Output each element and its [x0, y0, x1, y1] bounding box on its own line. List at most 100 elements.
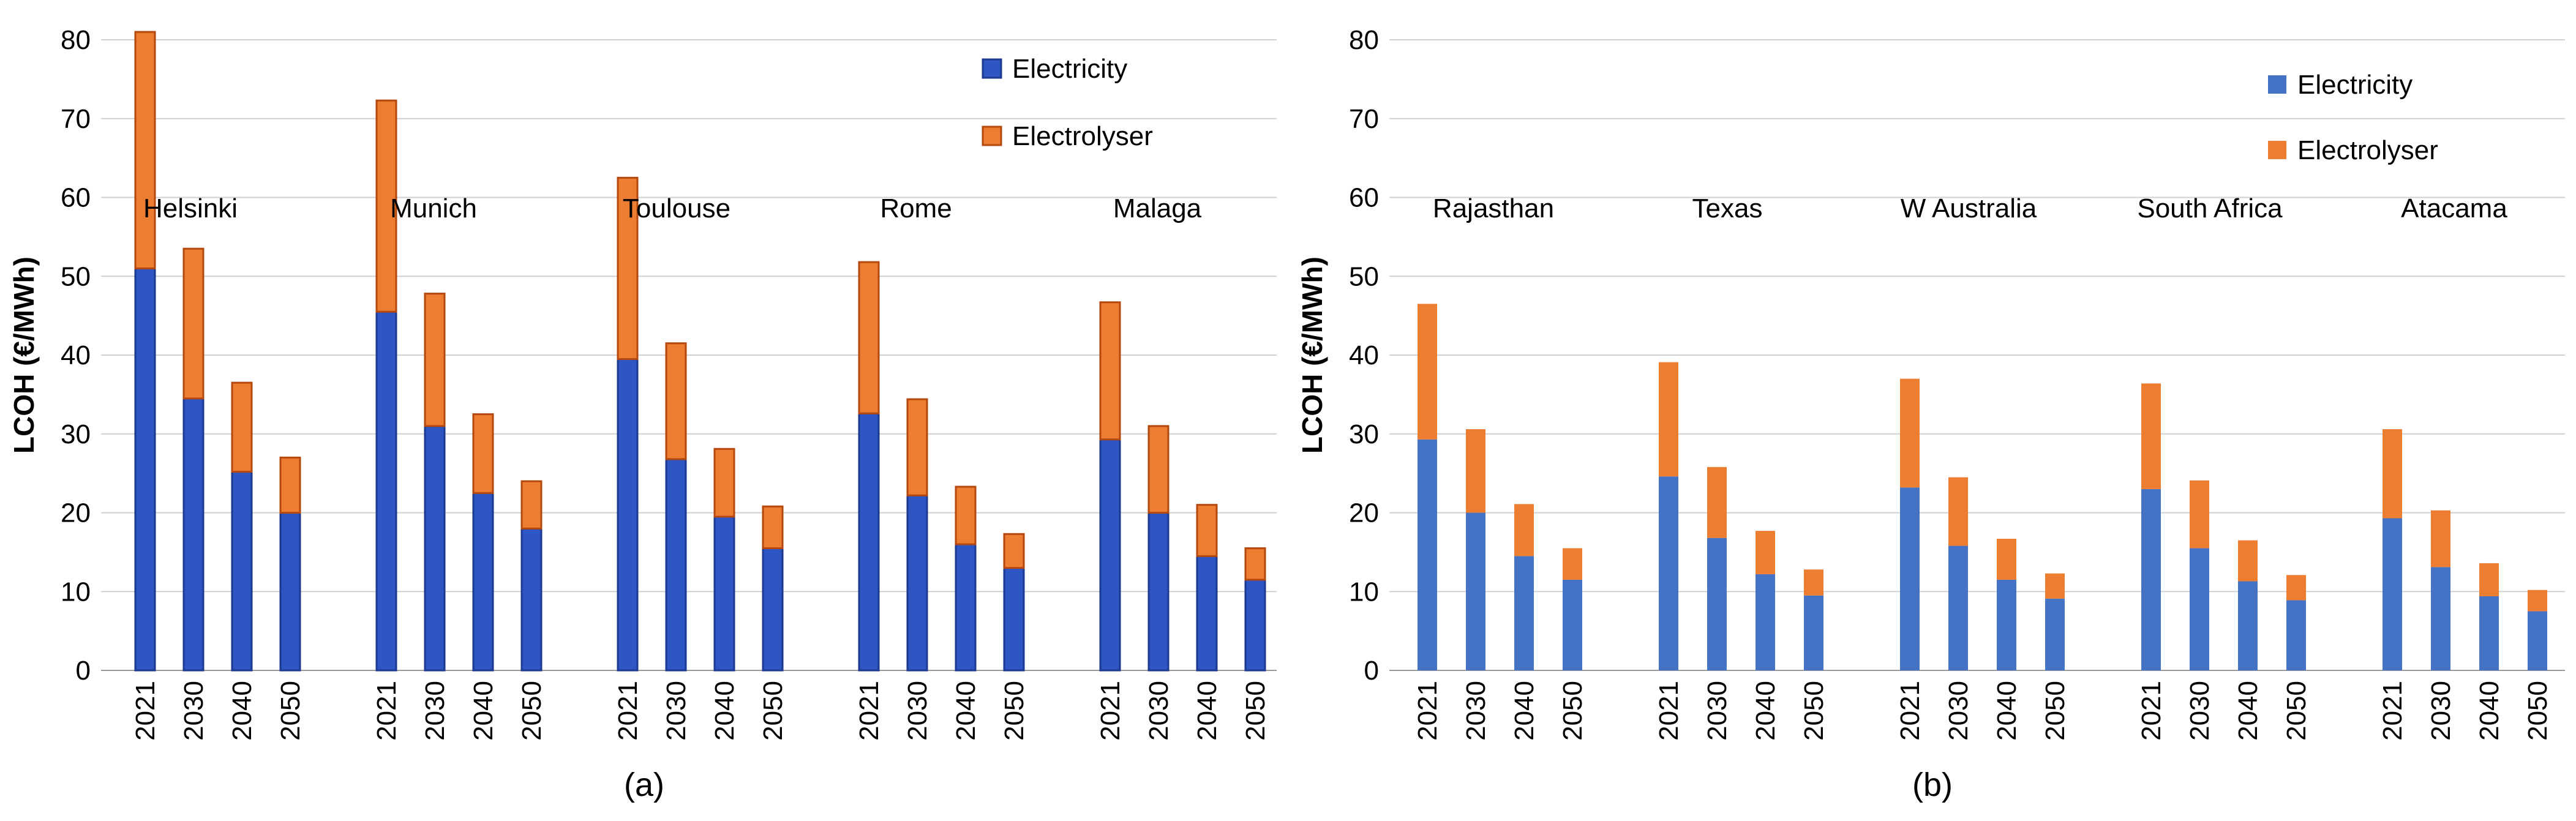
chart-a-bar-electrolyser-rome-2030 [906, 398, 928, 497]
chart-a-bar-electrolyser-helsinki-2040 [231, 381, 253, 473]
chart-a-x-tick-label: 2021 [1095, 681, 1125, 741]
chart-a-x-tick-label: 2040 [710, 681, 740, 741]
chart-b-bar-electricity-south-africa-2040 [2238, 581, 2258, 670]
chart-a-bar-electricity-toulouse-2050 [762, 547, 784, 672]
chart-a-bar-electrolyser-rome-2050 [1003, 533, 1025, 569]
chart-b-legend-swatch-electricity [2268, 75, 2286, 94]
chart-a-y-tick-label: 50 [61, 261, 91, 291]
chart-a-bar-electricity-rome-2021 [858, 412, 880, 672]
chart-a-bar-electricity-munich-2040 [472, 492, 494, 672]
chart-b-bar-electrolyser-rajasthan-2030 [1466, 429, 1485, 513]
chart-b-x-tick-label: 2021 [2378, 681, 2408, 741]
chart-a-x-tick-label: 2030 [903, 681, 933, 741]
chart-b-bar-electrolyser-atacama-2040 [2479, 563, 2499, 596]
chart-a-x-tick-label: 2030 [420, 681, 450, 741]
chart-a-y-tick-label: 30 [61, 419, 91, 449]
chart-a-y-tick-label: 60 [61, 183, 91, 213]
chart-a-bar-electricity-munich-2050 [520, 527, 543, 672]
chart-a-bar-electrolyser-malaga-2021 [1099, 301, 1121, 441]
chart-b-y-tick-label: 0 [1364, 656, 1379, 686]
chart-a-x-tick-label: 2021 [854, 681, 884, 741]
chart-a-x-tick-label: 2040 [1192, 681, 1222, 741]
chart-a-caption: (a) [624, 767, 664, 803]
chart-a-bar-electrolyser-helsinki-2021 [134, 31, 156, 269]
chart-a-bar-electrolyser-helsinki-2030 [182, 247, 205, 400]
chart-a-bar-electrolyser-helsinki-2050 [279, 456, 301, 514]
chart-a-y-tick-label: 10 [61, 577, 91, 607]
chart-a-x-tick-label: 2021 [372, 681, 402, 741]
chart-b-group-label-atacama: Atacama [2401, 193, 2507, 223]
chart-b-x-tick-label: 2030 [2185, 681, 2215, 741]
chart-a-x-tick-label: 2030 [179, 681, 209, 741]
chart-b-y-tick-label: 40 [1349, 340, 1379, 370]
chart-a-x-tick-label: 2021 [130, 681, 160, 741]
chart-b-x-tick-label: 2021 [1413, 681, 1443, 741]
chart-b-x-tick-label: 2050 [1558, 681, 1588, 741]
chart-b-bar-electricity-rajasthan-2030 [1466, 512, 1485, 670]
chart-a-group-label-rome: Rome [880, 193, 952, 223]
chart-a-bar-electrolyser-toulouse-2021 [617, 176, 639, 360]
chart-a-legend-swatch-electricity [982, 58, 1002, 79]
chart-a-bar-electricity-toulouse-2040 [713, 515, 735, 672]
chart-b-bar-electrolyser-south-africa-2030 [2190, 480, 2209, 549]
chart-b-bar-electricity-atacama-2030 [2431, 567, 2450, 670]
chart-a-bar-electricity-malaga-2040 [1196, 555, 1218, 672]
chart-b-bar-electrolyser-texas-2040 [1756, 531, 1775, 574]
chart-b-x-tick-label: 2030 [2426, 681, 2456, 741]
chart-b-bar-electricity-texas-2040 [1756, 574, 1775, 670]
chart-b-x-tick-label: 2050 [2523, 681, 2553, 741]
chart-b-x-tick-label: 2021 [1895, 681, 1925, 741]
chart-panel-b: 0 10 20 30 40 50 60 70 80 LCOH (€/MWh) 2021 2030 204… [1288, 0, 2576, 821]
chart-a-legend-label-electricity: Electricity [1012, 54, 1127, 84]
chart-a-bar-electricity-rome-2050 [1003, 567, 1025, 672]
chart-b-bar-electricity-south-africa-2030 [2190, 548, 2209, 670]
chart-a-x-tick-label: 2050 [1241, 681, 1271, 741]
chart-a-bar-electricity-toulouse-2021 [617, 358, 639, 672]
chart-a-x-tick-label: 2050 [276, 681, 306, 741]
chart-b-bar-electrolyser-rajasthan-2050 [1563, 548, 1582, 580]
chart-a-group-label-munich: Munich [390, 193, 477, 223]
chart-b-caption: (b) [1912, 767, 1953, 803]
chart-a-bar-electricity-helsinki-2050 [279, 512, 301, 672]
chart-a-x-tick-label: 2030 [1144, 681, 1174, 741]
chart-b-bar-electricity-south-africa-2050 [2286, 600, 2306, 670]
chart-b-bar-electricity-texas-2050 [1804, 595, 1823, 670]
chart-a-y-tick-label: 40 [61, 340, 91, 370]
chart-a-x-tick-label: 2040 [951, 681, 981, 741]
chart-b-y-tick-label: 80 [1349, 25, 1379, 55]
chart-a-bar-electricity-munich-2021 [375, 310, 397, 672]
chart-b-bar-electricity-rajasthan-2040 [1514, 556, 1534, 670]
chart-a-bar-electricity-malaga-2050 [1244, 579, 1266, 672]
chart-a-bar-electrolyser-rome-2040 [955, 485, 977, 545]
chart-b-group-label-texas: Texas [1692, 193, 1763, 223]
chart-a-bar-electricity-rome-2040 [955, 543, 977, 672]
chart-b-x-tick-label: 2050 [2281, 681, 2311, 741]
chart-b-legend-label-electricity: Electricity [2297, 70, 2413, 100]
chart-a-bar-electrolyser-munich-2021 [375, 99, 397, 313]
chart-b-bar-electrolyser-w-australia-2050 [2045, 573, 2065, 599]
chart-a-y-axis-title: LCOH (€/MWh) [8, 257, 40, 454]
chart-a-bar-electricity-toulouse-2030 [665, 458, 687, 672]
chart-b-bar-electrolyser-texas-2030 [1707, 467, 1727, 538]
chart-a-bar-electrolyser-toulouse-2050 [762, 505, 784, 549]
chart-a-bar-electricity-helsinki-2030 [182, 397, 205, 672]
chart-b-bar-electricity-w-australia-2050 [2045, 598, 2065, 670]
chart-b-bar-electrolyser-rajasthan-2040 [1514, 504, 1534, 557]
chart-b-group-label-rajasthan: Rajasthan [1433, 193, 1554, 223]
chart-b-bar-electricity-texas-2030 [1707, 538, 1727, 670]
chart-a-group-label-malaga: Malaga [1113, 193, 1202, 223]
chart-a-bar-electrolyser-malaga-2030 [1147, 425, 1170, 514]
chart-b-legend-swatch-electrolyser [2268, 141, 2286, 159]
chart-b-bar-electricity-w-australia-2021 [1900, 487, 1920, 670]
chart-b-bar-electricity-atacama-2050 [2528, 611, 2547, 670]
chart-a-x-tick-label: 2050 [758, 681, 788, 741]
chart-a-group-label-toulouse: Toulouse [623, 193, 730, 223]
chart-b-bar-electricity-south-africa-2021 [2141, 489, 2161, 670]
chart-a-bar-electrolyser-rome-2021 [858, 261, 880, 414]
chart-b-x-tick-label: 2040 [2233, 681, 2263, 741]
chart-b-x-tick-label: 2030 [1943, 681, 1973, 741]
chart-b-bar-electrolyser-atacama-2050 [2528, 590, 2547, 612]
